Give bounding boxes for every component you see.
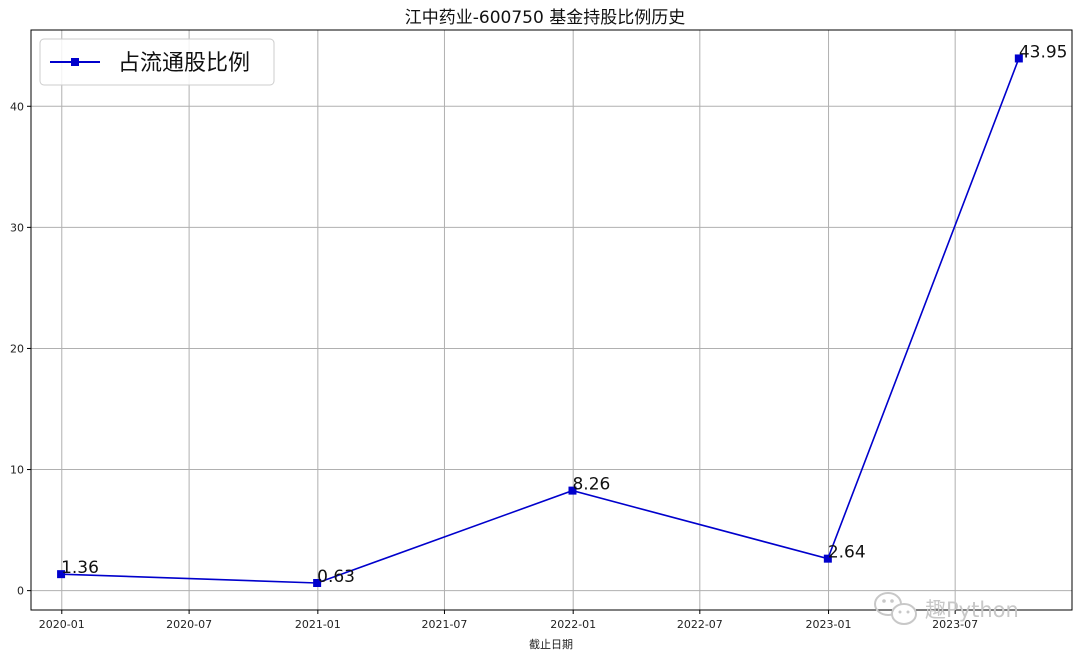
x-axis-label: 截止日期 xyxy=(529,637,573,651)
legend: 占流通股比例 xyxy=(39,38,275,86)
data-label: 2.64 xyxy=(828,543,866,563)
data-point xyxy=(1014,54,1023,63)
watermark-text: 趣Python xyxy=(925,598,1019,622)
x-tick-label: 2023-01 xyxy=(806,618,852,631)
series-line xyxy=(61,58,1020,584)
x-tick-label: 2023-07 xyxy=(932,618,978,631)
data-point xyxy=(313,578,322,587)
y-tick-label: 30 xyxy=(10,221,24,234)
y-tick-label: 0 xyxy=(17,585,24,598)
grid xyxy=(31,30,1072,610)
x-tick-label: 2021-07 xyxy=(421,618,467,631)
data-labels: 1.36 0.63 8.26 2.64 43.95 xyxy=(61,42,1067,587)
x-tick-label: 2020-01 xyxy=(39,618,85,631)
data-point xyxy=(57,570,66,579)
y-tick-label: 20 xyxy=(10,342,24,355)
y-tick-label: 40 xyxy=(10,100,24,113)
chart-title: 江中药业-600750 基金持股比例历史 xyxy=(405,8,685,28)
wechat-icon xyxy=(874,592,917,625)
data-label: 8.26 xyxy=(572,475,610,495)
series-group xyxy=(57,54,1023,587)
x-tick-label: 2021-01 xyxy=(295,618,341,631)
legend-marker xyxy=(71,58,79,66)
x-tick-label: 2022-07 xyxy=(677,618,723,631)
x-axis: 2020-01 2020-07 2021-01 2021-07 2022-01 2022-… xyxy=(39,610,978,631)
x-tick-label: 2020-07 xyxy=(166,618,212,631)
watermark: 趣Python xyxy=(874,592,1019,625)
y-tick-label: 10 xyxy=(10,464,24,477)
legend-label: 占流通股比例 xyxy=(118,51,250,76)
data-label: 0.63 xyxy=(317,567,355,587)
plot-frame xyxy=(30,29,1073,611)
data-point xyxy=(823,554,832,563)
x-tick-label: 2022-01 xyxy=(550,618,596,631)
y-axis: 0 10 20 30 40 xyxy=(10,100,31,598)
legend-box xyxy=(39,38,275,86)
data-label: 43.95 xyxy=(1019,42,1068,62)
data-point xyxy=(568,486,577,495)
data-label: 1.36 xyxy=(61,558,99,578)
